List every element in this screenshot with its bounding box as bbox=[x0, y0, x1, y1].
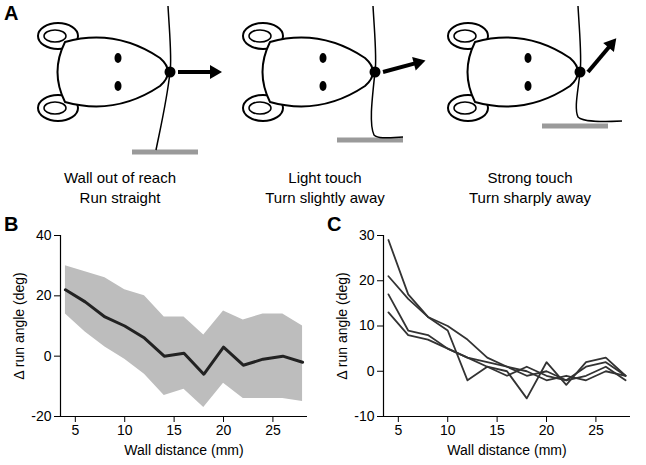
svg-text:40: 40 bbox=[36, 227, 52, 243]
svg-text:Δ run angle (deg): Δ run angle (deg) bbox=[334, 272, 350, 379]
svg-text:25: 25 bbox=[265, 422, 281, 438]
html-text:C: C bbox=[327, 213, 342, 235]
svg-text:Turn sharply away: Turn sharply away bbox=[469, 189, 591, 206]
html-text:B: B bbox=[4, 213, 19, 235]
svg-text:Light touch: Light touch bbox=[288, 169, 361, 186]
svg-text:15: 15 bbox=[166, 422, 182, 438]
svg-text:-10: -10 bbox=[354, 408, 374, 424]
svg-text:20: 20 bbox=[539, 422, 555, 438]
svg-text:20: 20 bbox=[36, 287, 52, 303]
svg-text:30: 30 bbox=[359, 227, 375, 243]
svg-text:20: 20 bbox=[216, 422, 232, 438]
svg-text:Strong touch: Strong touch bbox=[487, 169, 572, 186]
svg-text:5: 5 bbox=[394, 422, 402, 438]
svg-text:10: 10 bbox=[359, 317, 375, 333]
svg-text:Wall distance (mm): Wall distance (mm) bbox=[124, 442, 243, 458]
svg-text:10: 10 bbox=[117, 422, 133, 438]
svg-text:Wall out of reach: Wall out of reach bbox=[64, 169, 176, 186]
svg-text:0: 0 bbox=[367, 363, 375, 379]
svg-text:Δ run angle (deg): Δ run angle (deg) bbox=[11, 272, 27, 379]
svg-text:Wall distance (mm): Wall distance (mm) bbox=[447, 442, 566, 458]
svg-text:-20: -20 bbox=[31, 408, 51, 424]
svg-text:Run straight: Run straight bbox=[80, 189, 162, 206]
svg-text:A: A bbox=[4, 2, 18, 24]
svg-text:Turn slightly away: Turn slightly away bbox=[265, 189, 385, 206]
svg-text:10: 10 bbox=[440, 422, 456, 438]
svg-text:5: 5 bbox=[71, 422, 79, 438]
svg-text:25: 25 bbox=[588, 422, 604, 438]
svg-text:0: 0 bbox=[44, 348, 52, 364]
svg-text:15: 15 bbox=[489, 422, 505, 438]
svg-text:20: 20 bbox=[359, 272, 375, 288]
